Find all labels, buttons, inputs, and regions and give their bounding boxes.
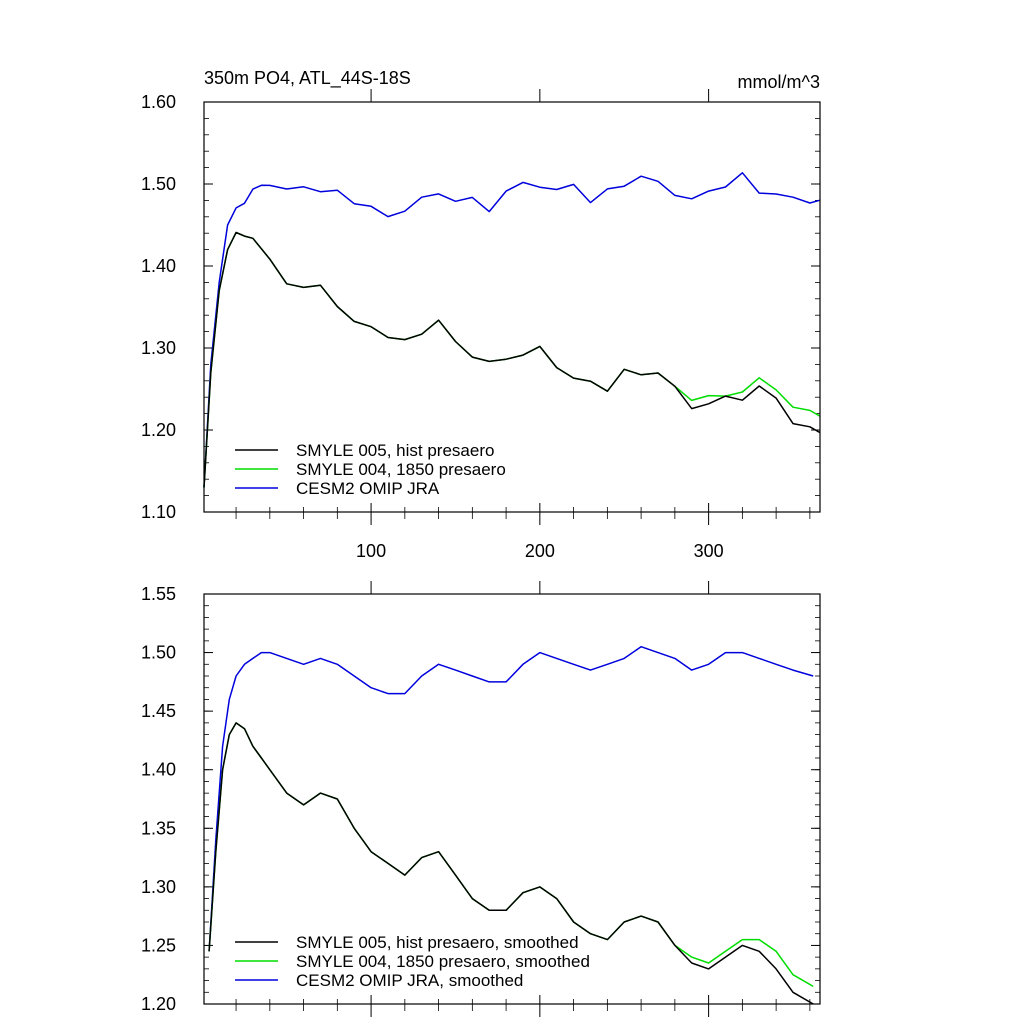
- series-line-top-0: [203, 231, 821, 488]
- y-tick-label-bottom: 1.30: [141, 877, 176, 897]
- y-tick-label-bottom: 1.45: [141, 701, 176, 721]
- chart-bottom: 1.20 1.25 1.30 1.35 1.40 1.45 1.50 1.55 SMYLE 0…: [141, 581, 821, 1017]
- chart-top-units: mmol/m^3: [738, 72, 820, 92]
- series-line-bottom-0: [208, 722, 814, 1005]
- chart-top-series: [203, 172, 821, 488]
- x-tick-label-top: 300: [694, 541, 724, 561]
- y-tick-label-bottom: 1.55: [141, 584, 176, 604]
- chart-top-title: 350m PO4, ATL_44S-18S: [204, 68, 411, 89]
- y-tick-label-bottom: 1.50: [141, 643, 176, 663]
- y-tick-label-top: 1.50: [141, 174, 176, 194]
- y-tick-label-top: 1.30: [141, 338, 176, 358]
- chart-bottom-frame: [203, 593, 821, 1005]
- legend-top-label-1: SMYLE 004, 1850 presaero: [296, 460, 506, 479]
- legend-bottom-label-1: SMYLE 004, 1850 presaero, smoothed: [296, 952, 590, 971]
- y-tick-label-top: 1.10: [141, 502, 176, 522]
- chart-top-frame: [203, 101, 821, 513]
- y-tick-label-bottom: 1.25: [141, 935, 176, 955]
- y-tick-label-bottom: 1.40: [141, 760, 176, 780]
- legend-top-label-2: CESM2 OMIP JRA: [296, 479, 440, 498]
- x-tick-label-top: 100: [356, 541, 386, 561]
- y-tick-label-top: 1.40: [141, 256, 176, 276]
- chart-top: 350m PO4, ATL_44S-18S mmol/m^3 1.101.201…: [141, 68, 821, 561]
- y-tick-label-bottom: 1.35: [141, 818, 176, 838]
- chart-bottom-series: [208, 645, 814, 1005]
- chart-top-legend: SMYLE 005, hist presaero SMYLE 004, 1850…: [235, 441, 506, 498]
- legend-bottom-label-0: SMYLE 005, hist presaero, smoothed: [296, 933, 579, 952]
- x-tick-label-top: 200: [525, 541, 555, 561]
- chart-top-ticks: 1.10 1.20 1.30 1.40 1.50 1.60 100 200 300: [141, 89, 820, 561]
- series-line-bottom-2: [208, 645, 814, 952]
- chart-bottom-legend: SMYLE 005, hist presaero, smoothed SMYLE…: [235, 933, 590, 990]
- y-tick-label-top: 1.60: [141, 92, 176, 112]
- series-line-top-2: [203, 172, 821, 488]
- legend-bottom-label-2: CESM2 OMIP JRA, smoothed: [296, 971, 523, 990]
- legend-top-label-0: SMYLE 005, hist presaero: [296, 441, 494, 460]
- y-tick-label-bottom: 1.20: [141, 994, 176, 1014]
- y-tick-label-top: 1.20: [141, 420, 176, 440]
